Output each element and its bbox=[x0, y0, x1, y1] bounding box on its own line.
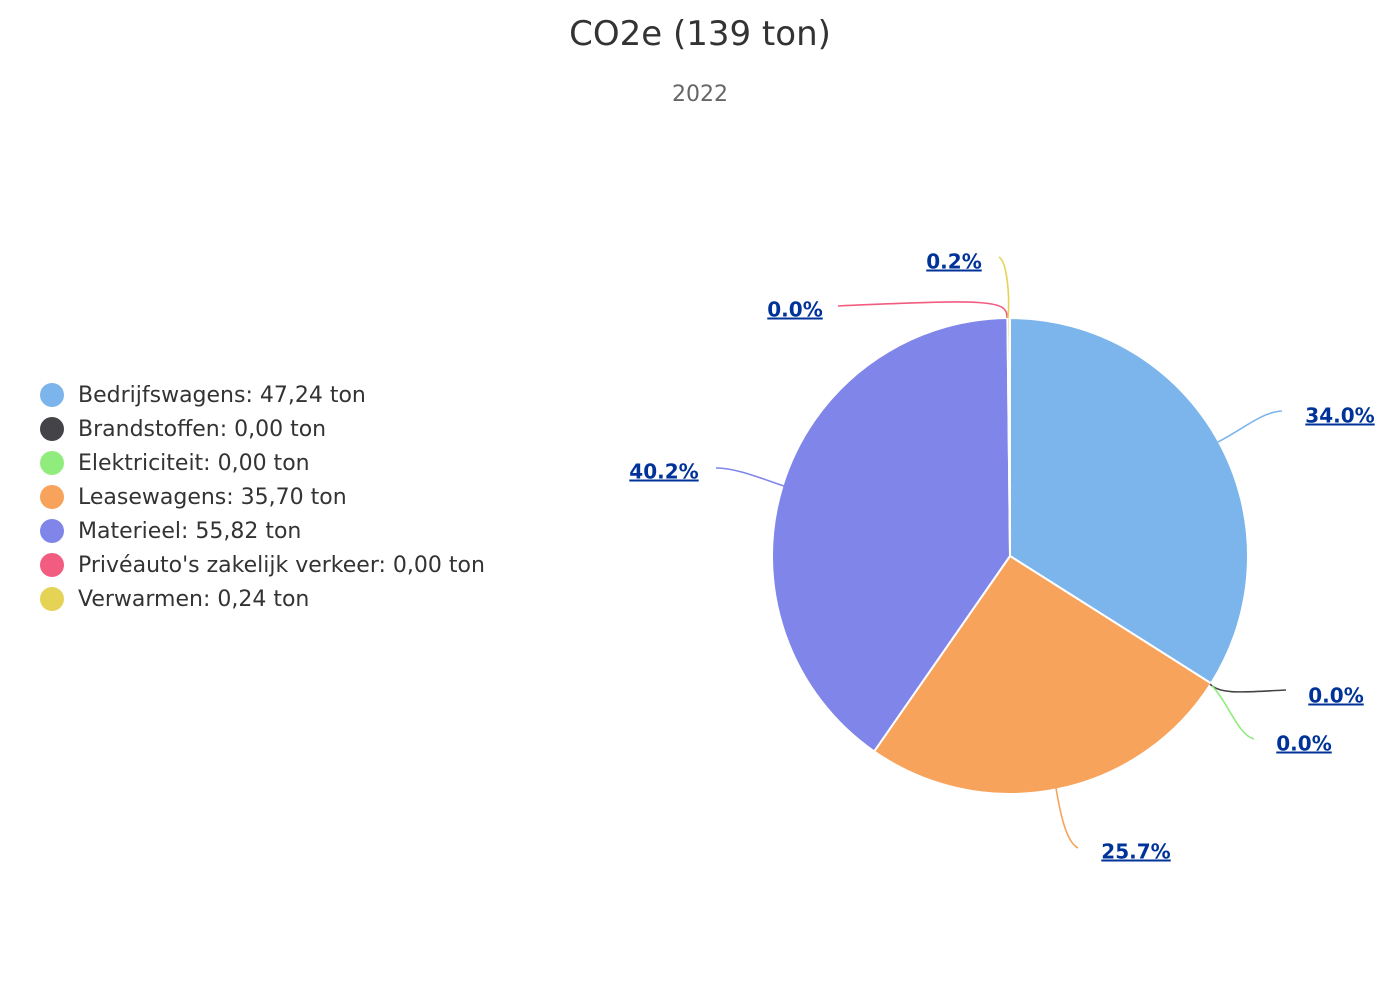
connector-verwarmen bbox=[998, 256, 1010, 319]
connector-brandstoffen bbox=[1209, 683, 1287, 693]
legend-swatch bbox=[40, 451, 64, 475]
legend-swatch bbox=[40, 553, 64, 577]
legend-label: Leasewagens: 35,70 ton bbox=[78, 484, 347, 510]
chart-title: CO2e (139 ton) bbox=[569, 14, 831, 54]
legend-swatch bbox=[40, 587, 64, 611]
legend-label: Materieel: 55,82 ton bbox=[78, 518, 302, 544]
legend-label: Elektriciteit: 0,00 ton bbox=[78, 450, 310, 476]
legend-item-brandstoffen[interactable]: Brandstoffen: 0,00 ton bbox=[40, 412, 485, 446]
data-label-materieel[interactable]: 40.2% bbox=[629, 460, 698, 484]
data-label-leasewagens[interactable]: 25.7% bbox=[1101, 840, 1170, 864]
legend-item-verwarmen[interactable]: Verwarmen: 0,24 ton bbox=[40, 582, 485, 616]
connector-leasewagens bbox=[1055, 787, 1079, 849]
data-label-elektriciteit[interactable]: 0.0% bbox=[1276, 732, 1331, 756]
legend-item-elektriciteit[interactable]: Elektriciteit: 0,00 ton bbox=[40, 446, 485, 480]
legend-label: Verwarmen: 0,24 ton bbox=[78, 586, 310, 612]
connector-bedrijfswagens bbox=[1217, 410, 1283, 443]
legend-swatch bbox=[40, 485, 64, 509]
legend-label: Brandstoffen: 0,00 ton bbox=[78, 416, 327, 442]
legend-swatch bbox=[40, 383, 64, 407]
legend-label: Privéauto's zakelijk verkeer: 0,00 ton bbox=[78, 552, 485, 578]
connector-materieel bbox=[715, 467, 785, 487]
chart-subtitle: 2022 bbox=[672, 82, 728, 107]
pie-slice-leasewagens[interactable] bbox=[873, 555, 1213, 795]
connector-elektriciteit bbox=[1211, 685, 1255, 740]
legend-swatch bbox=[40, 417, 64, 441]
legend-item-leasewagens[interactable]: Leasewagens: 35,70 ton bbox=[40, 480, 485, 514]
data-label-verwarmen[interactable]: 0.2% bbox=[926, 250, 981, 274]
connector-priv-auto-s-zakelijk-verkeer bbox=[837, 301, 1008, 319]
legend-item-priveautos[interactable]: Privéauto's zakelijk verkeer: 0,00 ton bbox=[40, 548, 485, 582]
data-label-brandstoffen[interactable]: 0.0% bbox=[1308, 684, 1363, 708]
data-label-priv-auto-s-zakelijk-verkeer[interactable]: 0.0% bbox=[767, 298, 822, 322]
legend-swatch bbox=[40, 519, 64, 543]
legend-label: Bedrijfswagens: 47,24 ton bbox=[78, 382, 366, 408]
data-label-bedrijfswagens[interactable]: 34.0% bbox=[1305, 404, 1374, 428]
chart-legend: Bedrijfswagens: 47,24 ton Brandstoffen: … bbox=[40, 378, 485, 616]
legend-item-materieel[interactable]: Materieel: 55,82 ton bbox=[40, 514, 485, 548]
legend-item-bedrijfswagens[interactable]: Bedrijfswagens: 47,24 ton bbox=[40, 378, 485, 412]
